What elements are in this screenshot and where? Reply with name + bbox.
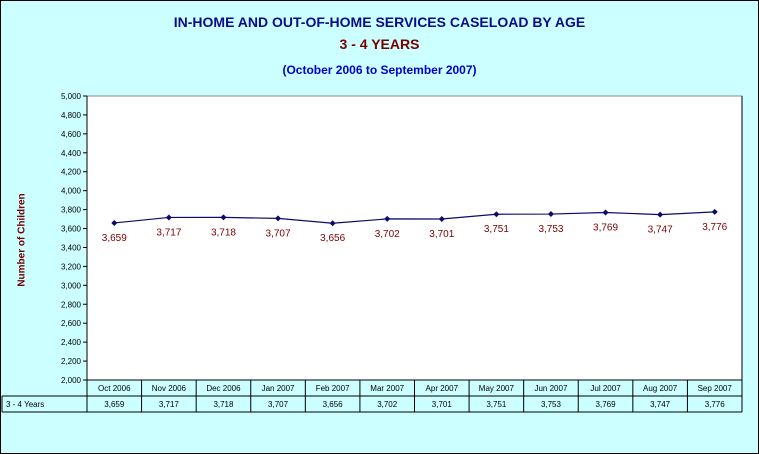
y-tick-label: 2,600 — [61, 319, 82, 328]
x-tick-label: Aug 2007 — [643, 384, 678, 393]
data-point — [329, 220, 336, 227]
y-tick-label: 4,600 — [61, 130, 82, 139]
y-tick-label: 3,800 — [61, 206, 82, 215]
data-point — [220, 214, 227, 221]
table-value-cell: 3,776 — [705, 400, 726, 409]
x-tick-label: Dec 2006 — [206, 384, 241, 393]
data-label: 3,751 — [484, 224, 509, 235]
data-label: 3,656 — [320, 233, 345, 244]
data-label: 3,718 — [211, 227, 236, 238]
data-label: 3,702 — [375, 229, 400, 240]
data-point — [165, 214, 172, 221]
y-tick-label: 2,000 — [61, 376, 82, 385]
data-label: 3,701 — [429, 229, 454, 240]
y-tick-label: 4,000 — [61, 187, 82, 196]
x-tick-label: May 2007 — [479, 384, 515, 393]
data-point — [275, 215, 282, 222]
y-tick-label: 2,200 — [61, 357, 82, 366]
y-tick-label: 5,000 — [61, 92, 82, 101]
series-line — [114, 211, 715, 224]
data-label: 3,747 — [648, 225, 673, 236]
plot-area — [86, 95, 743, 381]
y-tick-label: 3,600 — [61, 225, 82, 234]
y-tick-label: 3,000 — [61, 281, 82, 290]
data-point — [657, 211, 664, 218]
data-label: 3,659 — [102, 233, 127, 244]
data-point — [547, 211, 554, 218]
y-tick-label: 4,200 — [61, 168, 82, 177]
y-tick-label: 3,400 — [61, 243, 82, 252]
x-tick-label: Mar 2007 — [370, 384, 404, 393]
data-label: 3,707 — [266, 228, 291, 239]
table-series-name: 3 - 4 Years — [6, 400, 44, 409]
table-value-cell: 3,769 — [596, 400, 617, 409]
table-value-cell: 3,747 — [650, 400, 671, 409]
x-tick-label: Oct 2006 — [98, 384, 131, 393]
table-value-cell: 3,707 — [268, 400, 289, 409]
chart-subtitle: 3 - 4 YEARS — [339, 36, 420, 52]
x-tick-label: Nov 2006 — [152, 384, 187, 393]
data-point — [438, 215, 445, 222]
table-value-cell: 3,751 — [486, 400, 507, 409]
x-tick-label: Jul 2007 — [590, 384, 621, 393]
y-tick-label: 4,400 — [61, 149, 82, 158]
y-tick-label: 2,400 — [61, 338, 82, 347]
table-value-cell: 3,718 — [213, 400, 234, 409]
table-value-cell: 3,753 — [541, 400, 562, 409]
data-point — [111, 219, 118, 226]
chart-title: IN-HOME AND OUT-OF-HOME SERVICES CASELOA… — [173, 14, 586, 30]
data-label: 3,753 — [538, 224, 563, 235]
table-value-cell: 3,702 — [377, 400, 398, 409]
table-value-cell: 3,659 — [104, 400, 125, 409]
x-tick-label: Sep 2007 — [698, 384, 733, 393]
table-value-cell: 3,717 — [159, 400, 180, 409]
y-tick-label: 4,800 — [61, 111, 82, 120]
data-point — [602, 209, 609, 216]
data-point — [711, 208, 718, 215]
data-label: 3,776 — [702, 222, 727, 233]
chart-period: (October 2006 to September 2007) — [282, 63, 477, 77]
data-point — [384, 215, 391, 222]
data-point — [493, 211, 500, 218]
data-label: 3,769 — [593, 223, 618, 234]
x-tick-label: Jan 2007 — [262, 384, 295, 393]
x-tick-label: Feb 2007 — [316, 384, 350, 393]
table-value-cell: 3,701 — [432, 400, 453, 409]
y-tick-label: 3,200 — [61, 262, 82, 271]
y-tick-label: 2,800 — [61, 300, 82, 309]
x-tick-label: Apr 2007 — [426, 384, 459, 393]
x-tick-label: Jun 2007 — [534, 384, 567, 393]
table-value-cell: 3,656 — [323, 400, 344, 409]
data-label: 3,717 — [156, 227, 181, 238]
